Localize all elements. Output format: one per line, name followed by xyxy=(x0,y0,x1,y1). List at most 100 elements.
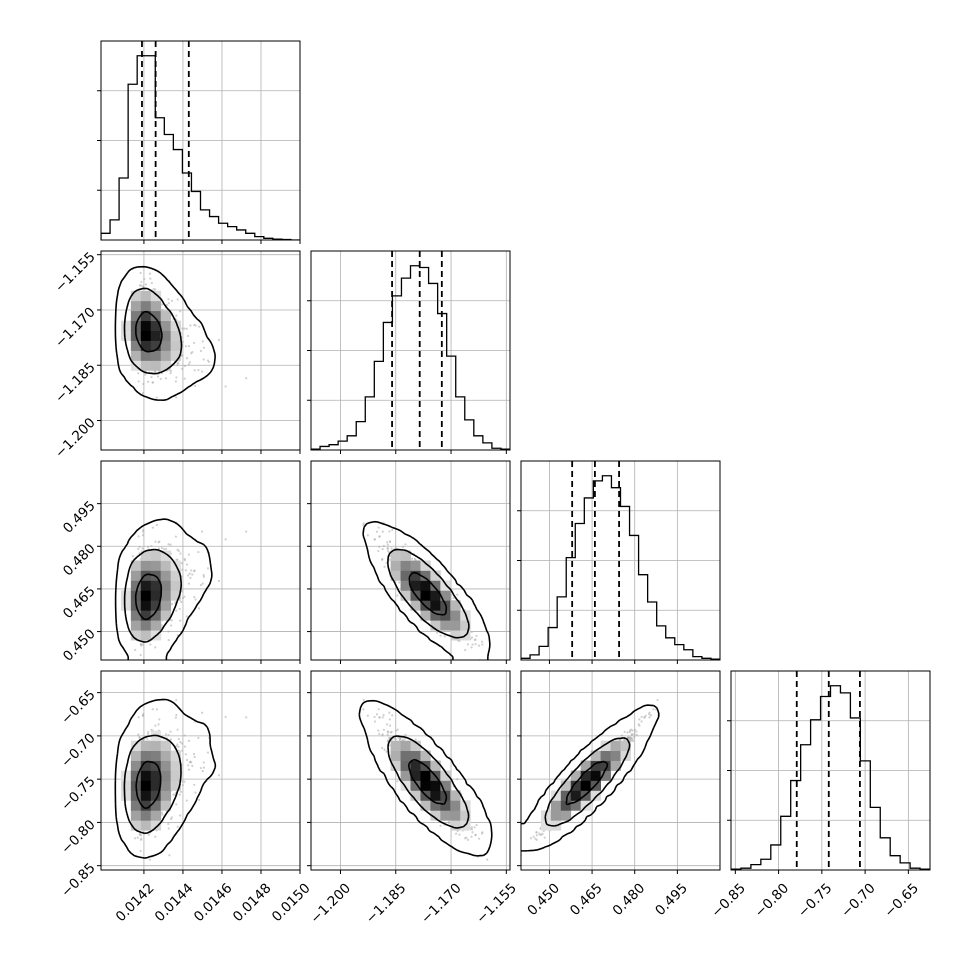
density-cell xyxy=(400,760,411,771)
density-cell xyxy=(440,810,451,821)
panel-0-0 xyxy=(97,40,301,244)
scatter-point xyxy=(141,528,145,532)
density-cell xyxy=(150,340,162,351)
panel-1-1 xyxy=(307,250,511,454)
density-cell xyxy=(540,820,552,831)
x-tick-label: −0.65 xyxy=(881,880,922,921)
density-cell xyxy=(420,560,431,571)
scatter-point xyxy=(188,361,191,364)
scatter-point xyxy=(149,643,152,646)
density-cell xyxy=(160,740,172,751)
density-cell xyxy=(120,600,132,611)
density-cell xyxy=(450,800,461,811)
scatter-point xyxy=(640,715,643,719)
density-cell xyxy=(450,600,461,611)
scatter-point xyxy=(455,832,458,835)
density-cell xyxy=(170,320,181,331)
scatter-point xyxy=(474,643,477,646)
scatter-point xyxy=(378,535,381,538)
scatter-point xyxy=(183,734,186,737)
scatter-point xyxy=(158,718,161,721)
panel-content xyxy=(311,251,510,450)
scatter-point xyxy=(164,733,168,736)
density-cell xyxy=(130,760,142,771)
density-cell xyxy=(140,350,152,361)
scatter-point xyxy=(147,833,151,836)
scatter-point xyxy=(169,624,173,627)
panel-frame xyxy=(310,670,511,871)
density-cell xyxy=(430,760,441,771)
density-cell xyxy=(400,580,411,591)
scatter-point xyxy=(154,646,157,649)
scatter-point xyxy=(172,793,175,796)
scatter-point xyxy=(448,821,451,825)
scatter-point xyxy=(138,545,141,549)
density-cell xyxy=(140,340,152,351)
scatter-point xyxy=(381,733,384,736)
scatter-point xyxy=(207,360,211,363)
density-cell xyxy=(400,570,411,581)
density-cell xyxy=(400,740,411,751)
scatter-point xyxy=(141,714,145,717)
density-cell xyxy=(430,780,441,791)
scatter-point xyxy=(377,708,380,711)
density-cell xyxy=(420,570,431,581)
scatter-point xyxy=(176,298,179,301)
scatter-point xyxy=(466,643,470,646)
histogram-2 xyxy=(521,475,720,660)
scatter-point xyxy=(201,370,204,373)
density-cell xyxy=(170,770,181,781)
scatter-point xyxy=(183,780,186,783)
scatter-point xyxy=(176,558,179,561)
density-cell xyxy=(140,600,152,611)
scatter-point xyxy=(202,358,205,361)
scatter-point xyxy=(187,334,190,338)
density-cell xyxy=(440,800,451,811)
scatter-point xyxy=(477,666,479,668)
density-cell xyxy=(150,560,162,571)
scatter-point xyxy=(137,380,140,383)
density-cell xyxy=(610,760,621,771)
scatter-point xyxy=(138,736,141,739)
scatter-point xyxy=(362,698,365,702)
scatter-point xyxy=(142,382,145,386)
density-cell xyxy=(150,810,162,821)
scatter-point xyxy=(146,545,150,548)
scatter-point xyxy=(190,352,193,355)
x-tick-label: 0.0146 xyxy=(191,880,236,925)
scatter-point xyxy=(633,728,637,732)
panel-frame xyxy=(310,250,511,451)
scatter-point xyxy=(383,565,386,568)
density-cell xyxy=(430,580,441,591)
scatter-point xyxy=(202,761,205,764)
density-cell xyxy=(410,560,421,571)
scatter-point xyxy=(373,538,376,541)
density-cell xyxy=(440,620,451,631)
scatter-point xyxy=(137,547,140,551)
scatter-point xyxy=(464,648,467,652)
scatter-point xyxy=(158,540,161,543)
scatter-point xyxy=(473,826,476,829)
scatter-point xyxy=(193,596,196,599)
scatter-point xyxy=(388,718,391,721)
scatter-point xyxy=(193,783,196,786)
panel-frame xyxy=(520,670,721,871)
scatter-point xyxy=(187,768,191,771)
scatter-point xyxy=(516,859,518,861)
density-cell xyxy=(160,790,172,801)
density-cell xyxy=(440,580,451,591)
density-cell xyxy=(430,810,441,821)
scatter-point xyxy=(185,563,189,566)
density-cell xyxy=(140,760,152,771)
panel-content xyxy=(101,41,300,240)
scatter-point xyxy=(170,619,173,622)
density-cell xyxy=(130,300,142,312)
y-tick-label: −0.70 xyxy=(58,730,99,771)
scatter-point xyxy=(377,526,380,529)
scatter-point xyxy=(157,723,160,726)
scatter-point xyxy=(224,538,227,541)
scatter-point xyxy=(187,574,190,577)
scatter-point xyxy=(532,835,535,838)
scatter-point xyxy=(151,708,154,711)
